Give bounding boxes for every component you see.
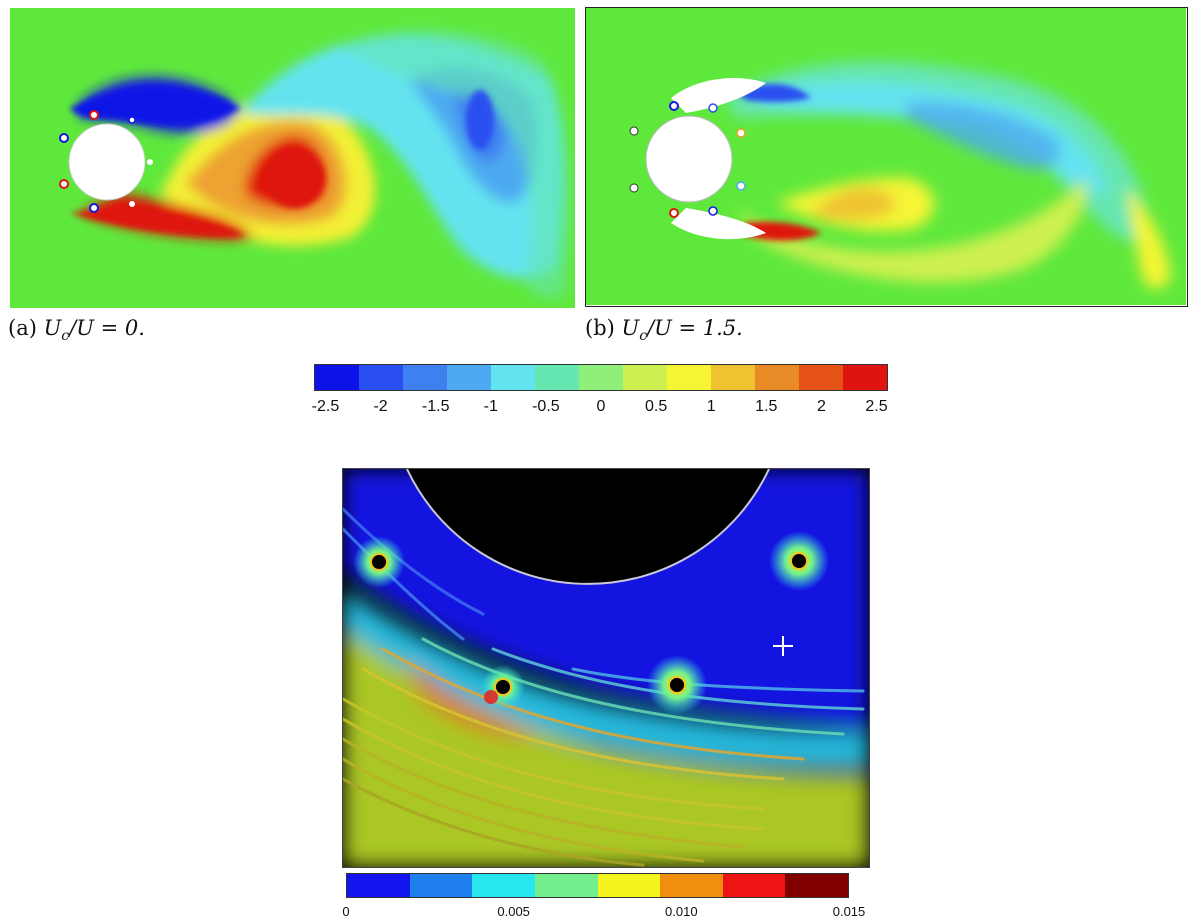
caption-a-variable: U [43,316,62,340]
vorticity-colorbar-tick-label: -1 [483,398,498,415]
vorticity-colorbar-swatch [755,365,799,390]
caption-b-value: /U = 1.5. [647,316,743,340]
velocity-colorbar-tick-label: 0.015 [832,904,866,919]
vorticity-field-b [586,8,1186,305]
velocity-colorbar [346,873,849,898]
vorticity-colorbar-tick-label: -2 [373,398,388,415]
velocity-colorbar-swatch [472,874,535,897]
caption-a-value: /U = 0. [69,316,145,340]
vorticity-colorbar [314,364,888,391]
vorticity-colorbar-tick-label: 0 [596,398,606,415]
caption-b-variable: U [621,316,640,340]
control-cylinders-b [629,101,746,218]
caption-a: (a) Uc/U = 0. [8,316,145,344]
vorticity-plot-a [10,8,575,308]
vorticity-colorbar-tick-label: 0.5 [644,398,668,415]
velocity-colorbar-swatch [722,874,786,897]
vorticity-colorbar-swatch [667,365,711,390]
vorticity-colorbar-swatch [447,365,491,390]
central-cylinder [407,469,769,584]
vorticity-colorbar-swatch [491,365,535,390]
vorticity-colorbar-tick-label: 1.5 [755,398,778,415]
vorticity-colorbar-swatch [535,365,579,390]
vorticity-colorbar-swatch [711,365,755,390]
cylinder-b [645,115,733,203]
vorticity-field-a [10,8,575,308]
vorticity-colorbar-swatch [623,365,667,390]
vorticity-plot-b [585,7,1188,307]
caption-b-label: (b) [585,316,622,340]
vorticity-colorbar-tick-label: -0.5 [532,398,560,415]
vorticity-colorbar-swatch [315,365,359,390]
caption-b-subscript: c [639,328,648,345]
vorticity-colorbar-tick-label: 1 [706,398,716,415]
velocity-colorbar-tick-label: 0 [342,904,350,919]
velocity-colorbar-swatch [660,874,723,897]
velocity-colorbar-tick-label: 0.005 [497,904,530,919]
velocity-colorbar-swatch [534,874,598,897]
saturated-region-upper [671,78,766,113]
vorticity-colorbar-ticks: -2.5 -2 -1.5 -1 -0.5 0 0.5 1 1.5 2 2.5 [311,398,888,420]
vorticity-colorbar-swatch [359,365,403,390]
velocity-colorbar-swatch [597,874,661,897]
velocity-colorbar-swatch [785,874,848,897]
cylinder-a [68,123,146,201]
plus-marker [773,636,793,656]
velocity-colorbar-ticks: 0 0.005 0.010 0.015 [342,904,865,922]
streamline-field [343,469,869,867]
vorticity-colorbar-swatch [843,365,887,390]
streamlines [343,507,865,867]
caption-b: (b) Uc/U = 1.5. [585,316,743,344]
control-cylinder-vortices [353,531,829,715]
vorticity-colorbar-swatch [799,365,843,390]
streamline-plot [342,468,870,868]
velocity-colorbar-tick-label: 0.010 [665,904,698,919]
vorticity-colorbar-tick-label: 2 [816,398,826,415]
saturated-region-lower [671,208,766,240]
velocity-colorbar-swatch [409,874,473,897]
vorticity-colorbar-tick-label: -2.5 [311,398,340,415]
vorticity-colorbar-tick-label: -1.5 [421,398,450,415]
control-cylinders-a [59,110,153,213]
caption-a-subscript: c [61,328,70,345]
vorticity-colorbar-tick-label: 2.5 [865,398,888,415]
velocity-colorbar-swatch [347,874,410,897]
vorticity-colorbar-swatch [403,365,447,390]
vorticity-colorbar-swatch [579,365,623,390]
caption-a-label: (a) [8,316,44,340]
